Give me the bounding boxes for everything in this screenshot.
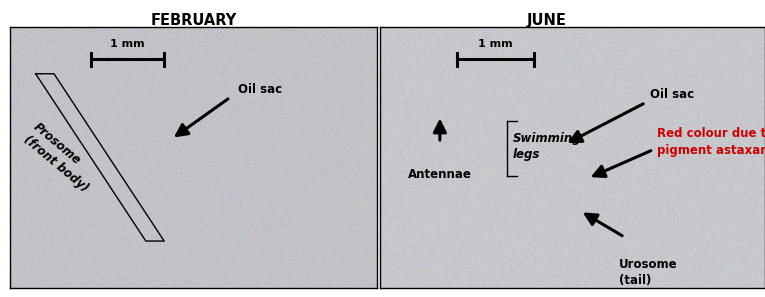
Text: Prosome
(front body): Prosome (front body)	[21, 121, 101, 194]
Text: Oil sac: Oil sac	[238, 83, 282, 96]
Text: Oil sac: Oil sac	[649, 88, 694, 101]
Text: Swimming
legs: Swimming legs	[513, 132, 581, 162]
Text: JUNE: JUNE	[527, 13, 567, 29]
Text: Urosome
(tail): Urosome (tail)	[619, 258, 677, 287]
Text: Red colour due to the
pigment astaxanthin: Red colour due to the pigment astaxanthi…	[657, 127, 765, 157]
Text: 1 mm: 1 mm	[110, 39, 145, 49]
Text: 1 mm: 1 mm	[478, 39, 513, 49]
Text: Antennae: Antennae	[408, 168, 472, 181]
Text: FEBRUARY: FEBRUARY	[151, 13, 236, 29]
